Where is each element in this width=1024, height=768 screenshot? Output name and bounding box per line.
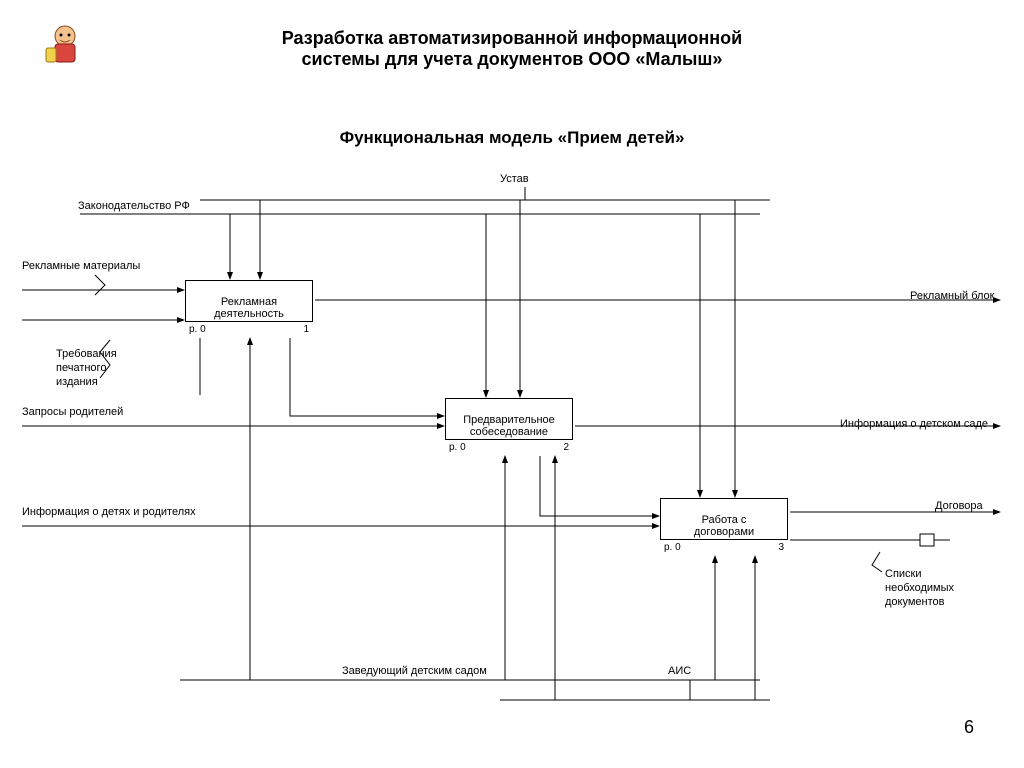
node-contracts: Работа с договорами p. 0 3: [660, 498, 788, 554]
title-line2: системы для учета документов ООО «Малыш»: [302, 49, 723, 69]
label-dogovora: Договора: [935, 500, 983, 514]
node-advertising-label: Рекламная деятельность: [214, 296, 284, 320]
label-law: Законодательство РФ: [78, 200, 190, 214]
node-interview: Предварительное собеседование p. 0 2: [445, 398, 573, 454]
label-ais: АИС: [668, 665, 691, 679]
page-number: 6: [964, 717, 974, 738]
node-contracts-p: p. 0: [664, 542, 681, 553]
label-children: Информация о детях и родителях: [22, 506, 196, 520]
page-title: Разработка автоматизированной информацио…: [0, 28, 1024, 70]
diagram-lines: [0, 0, 1024, 768]
label-lists: Списки необходимых документов: [885, 568, 954, 609]
label-ustav: Устав: [500, 173, 529, 187]
label-req: Требования печатного издания: [56, 348, 117, 389]
label-head: Заведующий детским садом: [342, 665, 487, 679]
node-advertising-idx: 1: [303, 324, 309, 335]
node-interview-idx: 2: [563, 442, 569, 453]
node-contracts-label: Работа с договорами: [694, 514, 754, 538]
title-line1: Разработка автоматизированной информацио…: [282, 28, 742, 48]
label-info: Информация о детском саде: [840, 418, 988, 432]
node-interview-p: p. 0: [449, 442, 466, 453]
label-adv-mat: Рекламные материалы: [22, 260, 140, 274]
node-advertising: Рекламная деятельность p. 0 1: [185, 280, 313, 336]
label-adv-block: Рекламный блок: [910, 290, 994, 304]
node-contracts-idx: 3: [778, 542, 784, 553]
diagram-subtitle: Функциональная модель «Прием детей»: [0, 128, 1024, 148]
node-advertising-p: p. 0: [189, 324, 206, 335]
node-interview-label: Предварительное собеседование: [463, 414, 555, 438]
label-parents: Запросы родителей: [22, 406, 123, 420]
